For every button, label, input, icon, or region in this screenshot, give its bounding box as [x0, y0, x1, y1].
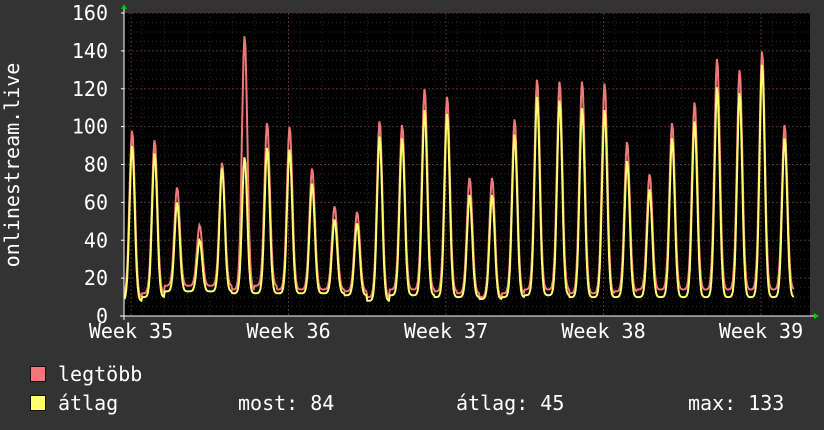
stat-average: átlag: 45	[456, 391, 564, 415]
axes	[120, 4, 819, 320]
y-tick-label: 60	[84, 190, 108, 214]
stat-average-label: átlag:	[456, 391, 529, 415]
stat-max-label: max:	[688, 391, 737, 415]
x-tick-label: Week 37	[404, 319, 488, 343]
y-tick-label: 160	[72, 1, 108, 25]
legend-swatch-max	[30, 366, 46, 382]
series-line-legtobb	[123, 36, 795, 300]
legend-item-avg: átlag most: 84 átlag: 45 max: 133	[30, 391, 820, 415]
legend-label-max: legtöbb	[58, 362, 143, 386]
x-tick-label: Week 38	[561, 319, 645, 343]
stat-max: max: 133	[688, 391, 784, 415]
stat-current-value: 84	[310, 391, 335, 415]
legend-swatch-avg	[30, 395, 46, 411]
stat-average-value: 45	[540, 391, 565, 415]
y-tick-label: 100	[72, 115, 108, 139]
x-tick-label: Week 39	[719, 319, 803, 343]
y-tick-labels: 0 20 40 60 80 100 120 140 160	[72, 1, 108, 328]
series-line-atlag	[123, 64, 795, 303]
grid	[124, 12, 810, 317]
y-tick-label: 20	[84, 266, 108, 290]
y-tick-label: 80	[84, 153, 108, 177]
x-tick-label: Week 36	[246, 319, 330, 343]
y-tick-label: 120	[72, 77, 108, 101]
x-axis-arrow	[814, 313, 819, 319]
x-tick-labels: Week 35 Week 36 Week 37 Week 38 Week 39	[89, 319, 803, 343]
y-axis-arrow	[121, 4, 127, 9]
series-layer	[123, 36, 795, 303]
x-tick-label: Week 35	[89, 319, 173, 343]
y-axis-label: onlinestream.live	[0, 63, 24, 268]
stat-current-label: most:	[238, 391, 299, 415]
legend-label-avg: átlag	[58, 391, 119, 415]
y-tick-label: 140	[72, 39, 108, 63]
y-tick-label: 40	[84, 228, 108, 252]
y-tick-label: 0	[96, 304, 108, 328]
stat-current: most: 84	[238, 391, 334, 415]
legend: legtöbb átlag most: 84 átlag: 45 max: 13…	[30, 362, 820, 422]
stat-max-value: 133	[748, 391, 785, 415]
